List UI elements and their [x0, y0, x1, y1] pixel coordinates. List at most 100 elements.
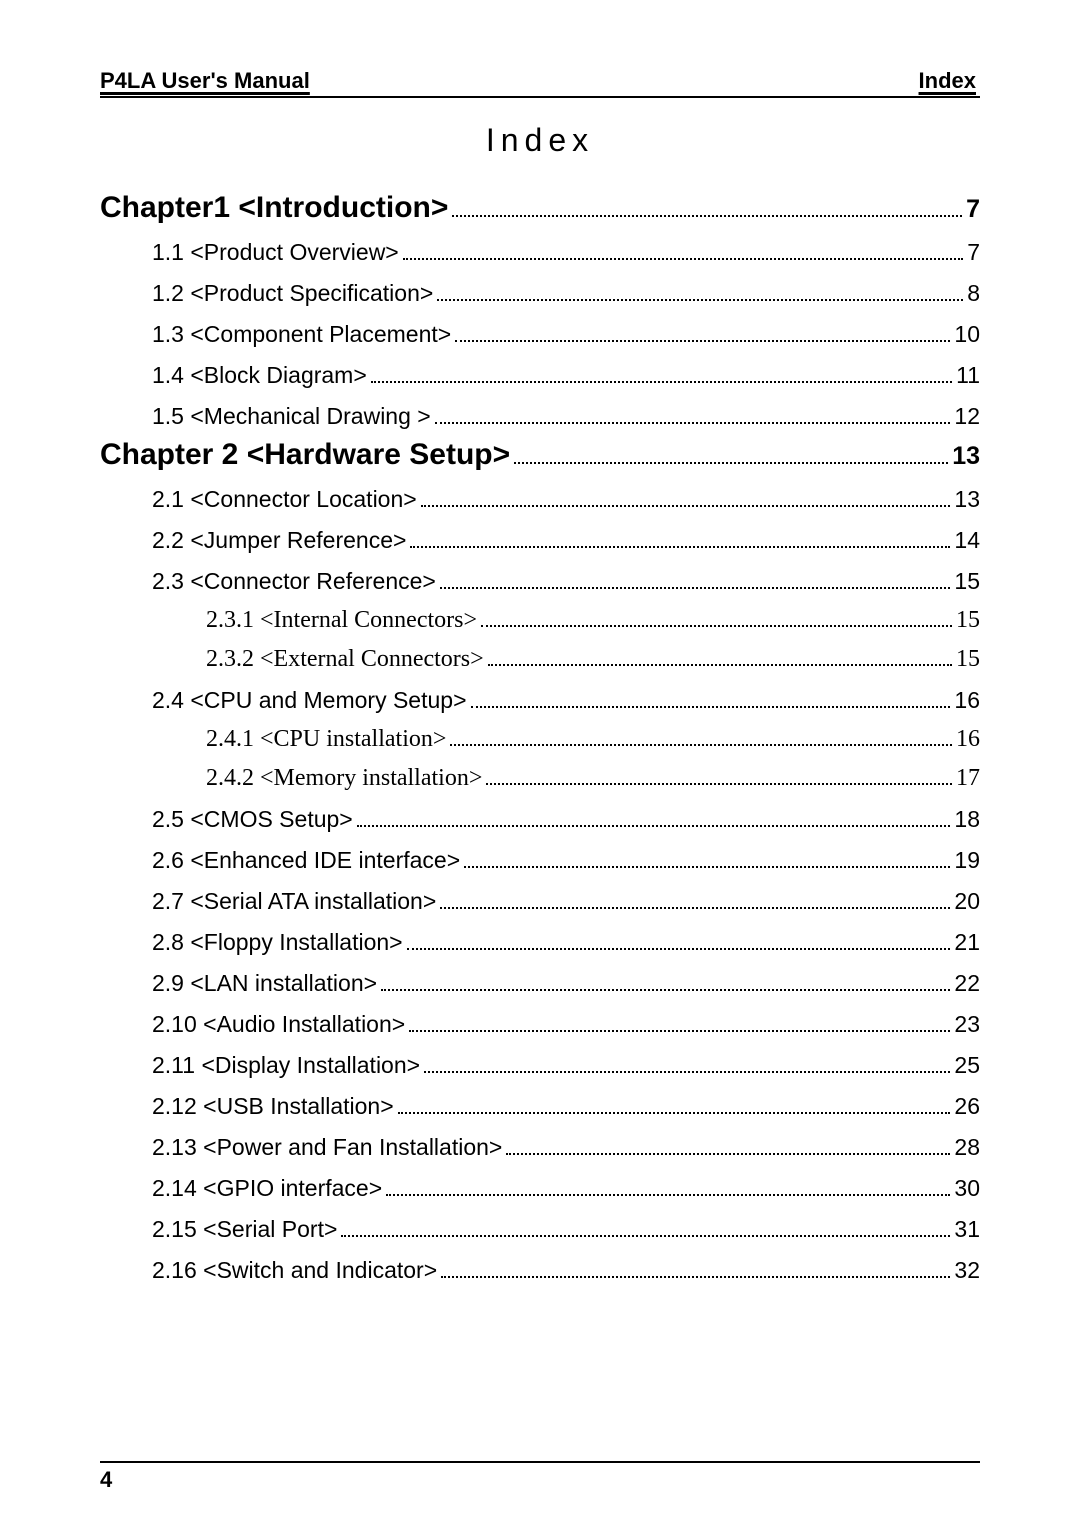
running-header: P4LA User's Manual Index	[100, 68, 980, 98]
toc-entry-label: 2.11 <Display Installation>	[152, 1052, 420, 1079]
toc-entry-page: 15	[956, 646, 980, 673]
toc-entry: 2.3.2 <External Connectors> 15	[206, 646, 980, 673]
toc-leader-dots	[488, 650, 952, 666]
toc-entry-page: 14	[954, 527, 980, 554]
toc-entry: 2.8 <Floppy Installation> 21	[152, 929, 980, 956]
toc-entry-label: 2.14 <GPIO interface>	[152, 1175, 382, 1202]
toc-entry-label: 2.16 <Switch and Indicator>	[152, 1257, 437, 1284]
toc-leader-dots	[341, 1221, 950, 1237]
toc-leader-dots	[506, 1139, 950, 1155]
page-title: Index	[100, 122, 980, 159]
toc-entry: 1.2 <Product Specification>8	[152, 280, 980, 307]
toc-entry-page: 11	[956, 362, 980, 389]
toc-entry-label: 1.4 <Block Diagram>	[152, 362, 367, 389]
toc-leader-dots	[386, 1180, 950, 1196]
toc-entry-page: 7	[967, 239, 980, 266]
toc-entry-page: 8	[967, 280, 980, 307]
toc-leader-dots	[357, 811, 951, 827]
toc-entry: 2.4 <CPU and Memory Setup>16	[152, 687, 980, 714]
toc-leader-dots	[421, 491, 951, 507]
toc-entry-label: 2.15 <Serial Port>	[152, 1216, 337, 1243]
toc-entry-page: 15	[956, 607, 980, 634]
toc-entry-label: Chapter1 <Introduction>	[100, 191, 448, 225]
toc-entry: 2.13 <Power and Fan Installation> 28	[152, 1134, 980, 1161]
toc-entry: 1.3 <Component Placement> 10	[152, 321, 980, 348]
toc-entry-page: 23	[954, 1011, 980, 1038]
toc-entry-page: 22	[954, 970, 980, 997]
toc-entry-label: 2.4 <CPU and Memory Setup>	[152, 687, 467, 714]
toc-leader-dots	[398, 1098, 951, 1114]
toc-entry-page: 30	[954, 1175, 980, 1202]
footer-page-number: 4	[100, 1467, 112, 1493]
toc-leader-dots	[371, 367, 952, 383]
toc-entry-page: 15	[954, 568, 980, 595]
toc-entry: 2.10 <Audio Installation> 23	[152, 1011, 980, 1038]
toc-leader-dots	[403, 244, 963, 260]
toc-entry-page: 28	[954, 1134, 980, 1161]
toc-leader-dots	[440, 893, 950, 909]
toc-entry: 2.12 <USB Installation> 26	[152, 1093, 980, 1120]
toc-entry-label: 2.13 <Power and Fan Installation>	[152, 1134, 502, 1161]
toc-entry-page: 10	[954, 321, 980, 348]
toc-entry: 2.14 <GPIO interface> 30	[152, 1175, 980, 1202]
toc-leader-dots	[471, 692, 951, 708]
table-of-contents: Chapter1 <Introduction>71.1 <Product Ove…	[100, 191, 980, 1284]
toc-entry-label: 2.12 <USB Installation>	[152, 1093, 394, 1120]
toc-entry: 2.9 <LAN installation> 22	[152, 970, 980, 997]
toc-entry: Chapter 2 <Hardware Setup> 13	[100, 438, 980, 472]
toc-entry-page: 13	[954, 486, 980, 513]
toc-leader-dots	[455, 326, 950, 342]
toc-entry-page: 17	[956, 765, 980, 792]
toc-entry-label: 2.3 <Connector Reference>	[152, 568, 436, 595]
toc-entry-label: Chapter 2 <Hardware Setup>	[100, 438, 510, 472]
toc-entry-label: 1.1 <Product Overview>	[152, 239, 399, 266]
toc-leader-dots	[464, 852, 950, 868]
toc-entry: 2.2 <Jumper Reference>14	[152, 527, 980, 554]
toc-entry-page: 32	[954, 1257, 980, 1284]
toc-entry: 2.15 <Serial Port>31	[152, 1216, 980, 1243]
toc-leader-dots	[514, 444, 948, 464]
toc-leader-dots	[435, 408, 951, 424]
toc-leader-dots	[441, 1262, 950, 1278]
toc-entry-page: 25	[954, 1052, 980, 1079]
toc-leader-dots	[452, 197, 962, 217]
toc-entry-page: 26	[954, 1093, 980, 1120]
toc-entry-label: 2.6 <Enhanced IDE interface>	[152, 847, 460, 874]
toc-entry: 1.5 <Mechanical Drawing >12	[152, 403, 980, 430]
toc-entry-label: 2.4.1 <CPU installation>	[206, 726, 446, 753]
toc-entry: 2.6 <Enhanced IDE interface> 19	[152, 847, 980, 874]
toc-leader-dots	[440, 573, 951, 589]
toc-entry-label: 2.8 <Floppy Installation>	[152, 929, 403, 956]
toc-leader-dots	[450, 730, 952, 746]
toc-leader-dots	[424, 1057, 950, 1073]
toc-entry-label: 2.3.2 <External Connectors>	[206, 646, 484, 673]
toc-entry: 2.1 <Connector Location>13	[152, 486, 980, 513]
toc-entry: 2.7 <Serial ATA installation>20	[152, 888, 980, 915]
toc-leader-dots	[481, 611, 952, 627]
toc-leader-dots	[486, 769, 952, 785]
toc-entry-page: 19	[954, 847, 980, 874]
toc-entry: 2.4.2 <Memory installation> 17	[206, 765, 980, 792]
header-right: Index	[919, 68, 980, 94]
toc-entry-page: 7	[966, 195, 980, 224]
toc-entry-page: 18	[954, 806, 980, 833]
toc-entry-page: 20	[954, 888, 980, 915]
toc-entry-label: 2.9 <LAN installation>	[152, 970, 377, 997]
footer-rule	[100, 1461, 980, 1463]
toc-entry-page: 21	[954, 929, 980, 956]
toc-leader-dots	[437, 285, 963, 301]
toc-entry: 2.3 <Connector Reference> 15	[152, 568, 980, 595]
toc-entry: 1.1 <Product Overview> 7	[152, 239, 980, 266]
toc-entry-page: 13	[952, 442, 980, 471]
toc-entry-label: 2.4.2 <Memory installation>	[206, 765, 482, 792]
toc-entry: 2.11 <Display Installation> 25	[152, 1052, 980, 1079]
toc-entry: Chapter1 <Introduction> 7	[100, 191, 980, 225]
toc-leader-dots	[410, 532, 950, 548]
header-left: P4LA User's Manual	[100, 68, 310, 94]
page: P4LA User's Manual Index Index Chapter1 …	[0, 0, 1080, 1529]
toc-entry: 2.3.1 <Internal Connectors>15	[206, 607, 980, 634]
toc-entry-label: 2.10 <Audio Installation>	[152, 1011, 405, 1038]
toc-entry-page: 16	[956, 726, 980, 753]
toc-entry: 1.4 <Block Diagram> 11	[152, 362, 980, 389]
toc-entry-label: 1.3 <Component Placement>	[152, 321, 451, 348]
